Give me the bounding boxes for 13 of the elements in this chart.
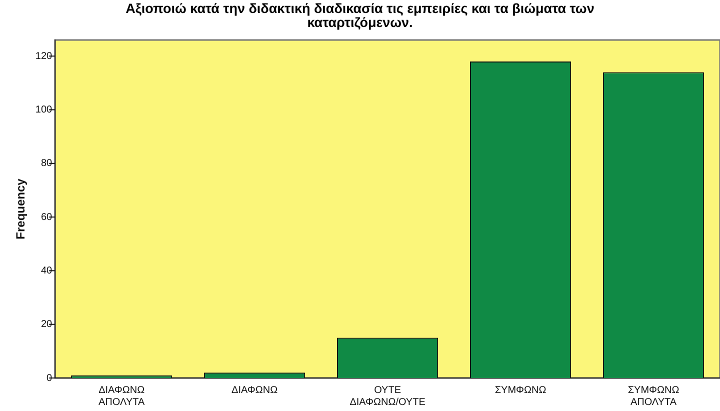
x-tick-label: ΔΙΑΦΩΝΩ xyxy=(232,384,278,396)
y-axis-title: Frequency xyxy=(14,178,28,240)
y-tick-label: 120 xyxy=(35,50,53,62)
y-tick-label: 80 xyxy=(40,158,53,170)
y-tick-label: 60 xyxy=(40,212,53,223)
chart-title: Αξιοποιώ κατά την διδακτική διαδικασία τις εμπειρίες και τα βιώματα των καταρτιζόμενων. xyxy=(124,1,596,30)
x-tick-label: ΟΥΤΕ ΔΙΑΦΩΝΩ/ΟΥΤΕ xyxy=(350,384,426,408)
x-tick-label: ΣΥΜΦΩΝΩ ΑΠΟΛΥΤΑ xyxy=(628,384,680,408)
x-tick-label: ΣΥΜΦΩΝΩ xyxy=(494,384,547,396)
y-tick-label: 100 xyxy=(35,104,53,116)
y-tick-label: 20 xyxy=(40,319,53,330)
y-tick-label: 40 xyxy=(40,265,53,276)
x-tick-label: ΔΙΑΦΩΝΩ ΑΠΟΛΥΤΑ xyxy=(98,384,146,408)
